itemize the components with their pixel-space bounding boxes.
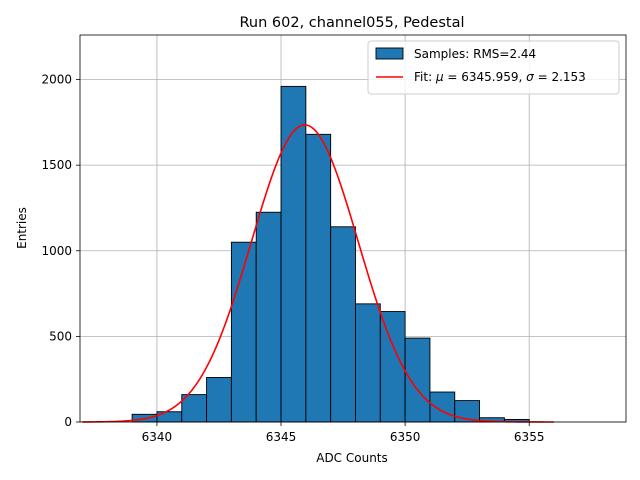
y-tick-label: 0 bbox=[64, 415, 72, 429]
x-tick-label: 6355 bbox=[514, 430, 545, 444]
y-tick-label: 1000 bbox=[41, 244, 72, 258]
legend-box bbox=[367, 40, 620, 95]
histogram-bar bbox=[255, 211, 282, 423]
x-tick-label: 6340 bbox=[142, 430, 173, 444]
histogram-bar bbox=[429, 391, 456, 423]
legend: Samples: RMS=2.44 Fit: μ = 6345.959, σ =… bbox=[367, 40, 620, 95]
legend-fit-sigma-value: = 2.153 bbox=[534, 70, 586, 84]
chart-title: Run 602, channel055, Pedestal bbox=[239, 15, 464, 31]
histogram-bar bbox=[206, 377, 232, 423]
legend-histogram-label: Samples: RMS=2.44 bbox=[414, 47, 536, 61]
y-axis-label: Entries bbox=[15, 207, 29, 249]
fit-curve bbox=[82, 124, 555, 423]
histogram-bar bbox=[230, 241, 257, 423]
x-tick-label: 6345 bbox=[266, 430, 297, 444]
legend-fit-label: Fit: μ = 6345.959, σ = 2.153 bbox=[414, 70, 586, 84]
plot-frame bbox=[79, 34, 627, 423]
legend-fit-prefix: Fit: bbox=[414, 70, 436, 84]
histogram-bar bbox=[280, 85, 307, 423]
x-tick-label: 6350 bbox=[390, 430, 421, 444]
legend-fit-sigma-symbol: σ bbox=[526, 70, 534, 84]
histogram-bar bbox=[379, 311, 406, 423]
x-axis-label: ADC Counts bbox=[316, 451, 388, 465]
y-tick-label: 500 bbox=[49, 329, 72, 343]
legend-fit-mu-value: = 6345.959, bbox=[444, 70, 527, 84]
histogram-bar bbox=[404, 337, 431, 423]
histogram-bar bbox=[330, 226, 356, 423]
y-tick-label: 2000 bbox=[41, 73, 72, 87]
histogram-bar bbox=[181, 394, 208, 423]
y-axis-ticks: 0 500 1000 1500 2000 bbox=[41, 73, 80, 429]
histogram-bar bbox=[355, 303, 381, 423]
histogram-bar bbox=[156, 411, 183, 423]
histogram-bar bbox=[305, 133, 332, 423]
x-axis-ticks: 6340 6345 6350 6355 bbox=[142, 422, 545, 444]
histogram-bars bbox=[131, 85, 530, 423]
legend-fit-mu-symbol: μ bbox=[435, 70, 444, 84]
legend-histogram-swatch bbox=[375, 47, 404, 60]
y-tick-label: 1500 bbox=[41, 158, 72, 172]
